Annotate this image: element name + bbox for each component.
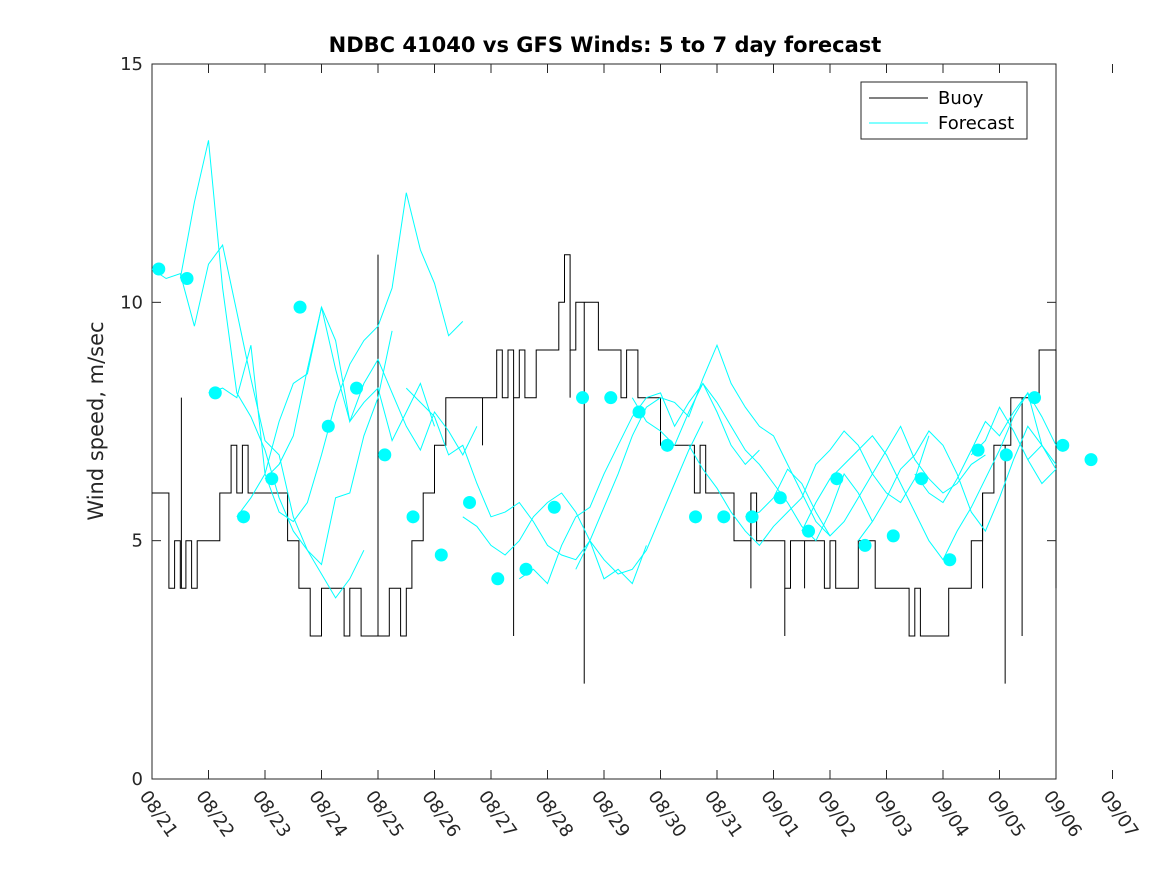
y-tick-label-15: 15	[120, 54, 143, 75]
plot-area	[151, 63, 1057, 780]
chart-title: NDBC 41040 vs GFS Winds: 5 to 7 day fore…	[329, 33, 882, 57]
forecast-marker-26	[858, 538, 872, 552]
forecast-line-12	[745, 425, 986, 537]
y-tick-label-10: 10	[120, 292, 143, 313]
buoy-line	[152, 254, 1057, 637]
forecast-marker-1	[152, 262, 166, 276]
forecast-line-6	[405, 387, 647, 585]
forecast-line-3	[208, 192, 464, 523]
forecast-marker-9	[378, 448, 392, 462]
series-layer	[151, 140, 1057, 684]
legend-box	[860, 81, 1028, 140]
forecast-marker-33	[1056, 438, 1070, 452]
legend: Buoy Forecast	[860, 81, 1028, 140]
forecast-line-14	[857, 425, 1057, 541]
forecast-marker-14	[519, 562, 533, 576]
forecast-marker-32	[1028, 391, 1042, 405]
forecast-marker-11	[434, 548, 448, 562]
forecast-marker-12	[463, 496, 477, 510]
marker-layer	[152, 262, 1098, 586]
forecast-marker-21	[717, 510, 731, 524]
forecast-line-5	[264, 305, 478, 480]
forecast-line-9	[575, 343, 831, 570]
forecast-marker-2	[180, 272, 194, 285]
forecast-marker-7	[321, 419, 335, 433]
forecast-marker-29	[943, 553, 957, 567]
forecast-line-4	[236, 306, 435, 518]
forecast-marker-15	[547, 500, 561, 514]
forecast-marker-13	[491, 572, 505, 586]
forecast-marker-19	[660, 438, 674, 452]
forecast-marker-30	[971, 443, 985, 457]
forecast-line-11	[688, 430, 930, 547]
y-tick-label-5: 5	[132, 531, 143, 552]
forecast-line-2	[179, 140, 393, 566]
legend-buoy-label: Buoy	[938, 88, 984, 109]
forecast-line-16	[970, 406, 1057, 485]
forecast-marker-25	[830, 472, 844, 486]
forecast-marker-8	[350, 381, 364, 395]
forecast-marker-16	[576, 391, 590, 405]
forecast-marker-27	[886, 529, 900, 543]
legend-forecast-label: Forecast	[938, 113, 1014, 134]
forecast-marker-24	[802, 524, 816, 538]
forecast-line-17	[1027, 444, 1057, 465]
forecast-marker-34	[1084, 453, 1098, 467]
forecast-marker-6	[293, 300, 307, 314]
forecast-marker-23	[773, 491, 787, 505]
forecast-line-7	[462, 421, 704, 575]
forecast-marker-3	[208, 386, 222, 400]
forecast-marker-4	[237, 510, 251, 524]
forecast-marker-22	[745, 510, 759, 524]
forecast-line-13	[801, 391, 1043, 561]
forecast-marker-31	[999, 448, 1013, 462]
forecast-marker-20	[689, 510, 703, 524]
forecast-marker-10	[406, 510, 420, 524]
forecast-marker-18	[632, 405, 646, 419]
forecast-marker-28	[915, 472, 929, 486]
y-tick-label-0: 0	[132, 769, 143, 790]
y-axis-label: Wind speed, m/sec	[84, 321, 108, 520]
forecast-marker-17	[604, 391, 618, 405]
forecast-marker-5	[265, 472, 279, 486]
